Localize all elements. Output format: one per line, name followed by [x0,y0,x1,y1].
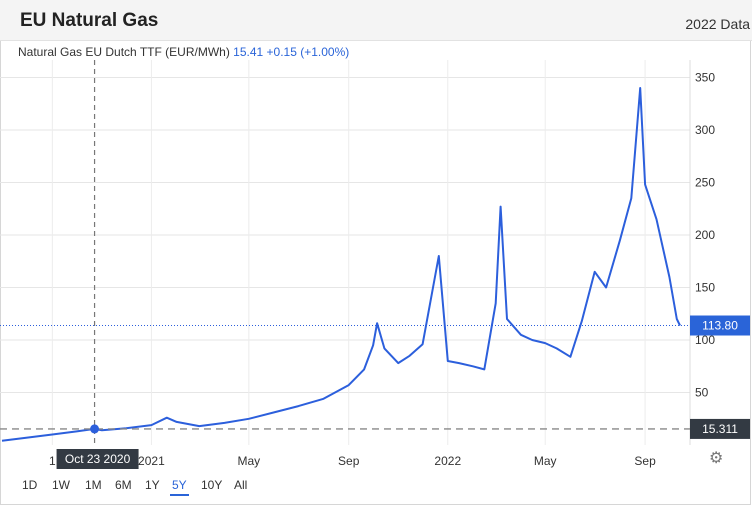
y-tick-label: 250 [695,176,715,190]
instrument-change: +0.15 (+1.00%) [266,45,350,59]
x-tick-label: 2022 [434,454,461,468]
range-button-10y[interactable]: 10Y [201,478,223,492]
data-year-label[interactable]: 2022 Data [685,16,750,32]
y-tick-label: 300 [695,123,715,137]
crosshair-value-box [690,418,750,439]
y-tick-label: 150 [695,281,715,295]
chart-header: EU Natural Gas 2022 Data [0,0,752,41]
y-tick-label: 50 [695,386,709,400]
chart-grid [0,60,691,445]
range-button-1d[interactable]: 1D [22,478,38,492]
x-tick-label: May [534,454,557,468]
x-axis-labels: 1 2021 May Sep 2022 May Sep [49,454,656,468]
last-price-box [690,315,750,336]
instrument-name: Natural Gas EU Dutch TTF (EUR/MWh) [18,45,230,59]
chart-title: EU Natural Gas [20,10,159,31]
range-button-1m[interactable]: 1M [85,478,102,492]
range-button-1w[interactable]: 1W [52,478,70,492]
crosshair-point [90,424,100,434]
y-axis-labels: 50 100 150 200 250 300 350 [695,71,715,400]
y-tick-label: 350 [695,71,715,85]
x-tick-label: 1 [49,454,56,468]
crosshair-date-box [56,449,139,469]
y-tick-label: 200 [695,228,715,242]
x-tick-label: May [238,454,261,468]
x-tick-label: 2021 [138,454,165,468]
range-button-6m[interactable]: 6M [115,478,132,492]
gear-icon[interactable]: ⚙ [709,450,724,467]
range-button-1y[interactable]: 1Y [145,478,160,492]
x-tick-label: Sep [338,454,360,468]
series-line [1,87,681,442]
x-tick-label: Sep [634,454,656,468]
crosshair-value-label: 15.311 [702,422,738,436]
range-button-all[interactable]: All [234,478,248,492]
quote-line: Natural Gas EU Dutch TTF (EUR/MWh) 15.41… [18,45,349,59]
y-tick-label: 100 [695,333,715,347]
range-button-5y[interactable]: 5Y [170,476,189,496]
last-price-label: 113.80 [702,319,738,333]
crosshair-date-label: Oct 23 2020 [65,452,131,466]
instrument-price: 15.41 [233,45,264,59]
